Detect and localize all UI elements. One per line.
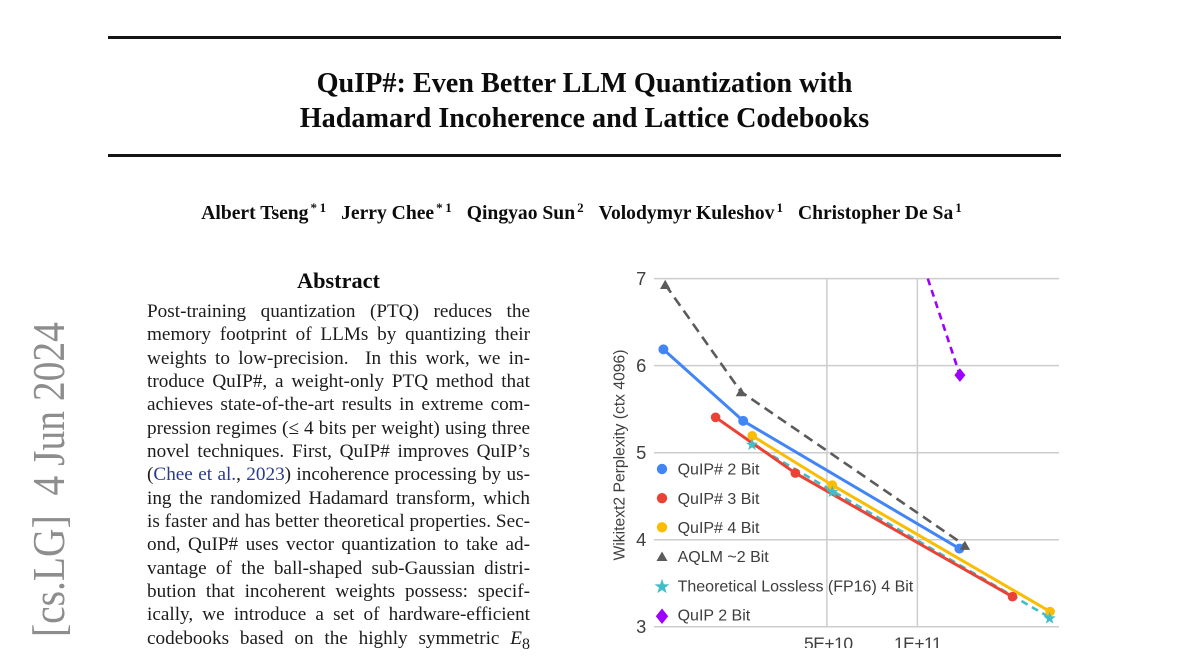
svg-text:QuIP 2 Bit: QuIP 2 Bit: [678, 607, 751, 624]
svg-text:7: 7: [636, 268, 646, 289]
svg-text:1E+11: 1E+11: [894, 634, 941, 648]
svg-text:5E+10: 5E+10: [804, 634, 853, 648]
svg-text:QuIP# 2 Bit: QuIP# 2 Bit: [678, 462, 760, 479]
svg-text:Wikitext2 Perplexity (ctx 4096: Wikitext2 Perplexity (ctx 4096): [611, 350, 628, 561]
svg-text:QuIP# 4 Bit: QuIP# 4 Bit: [678, 520, 760, 537]
svg-text:AQLM ~2 Bit: AQLM ~2 Bit: [678, 549, 770, 566]
svg-text:5: 5: [636, 442, 646, 463]
svg-text:4: 4: [636, 529, 646, 550]
svg-text:6: 6: [636, 355, 646, 376]
svg-text:3: 3: [636, 616, 646, 637]
svg-text:QuIP# 3 Bit: QuIP# 3 Bit: [678, 491, 760, 508]
svg-text:Theoretical Lossless (FP16) 4: Theoretical Lossless (FP16) 4 Bit: [678, 578, 914, 595]
